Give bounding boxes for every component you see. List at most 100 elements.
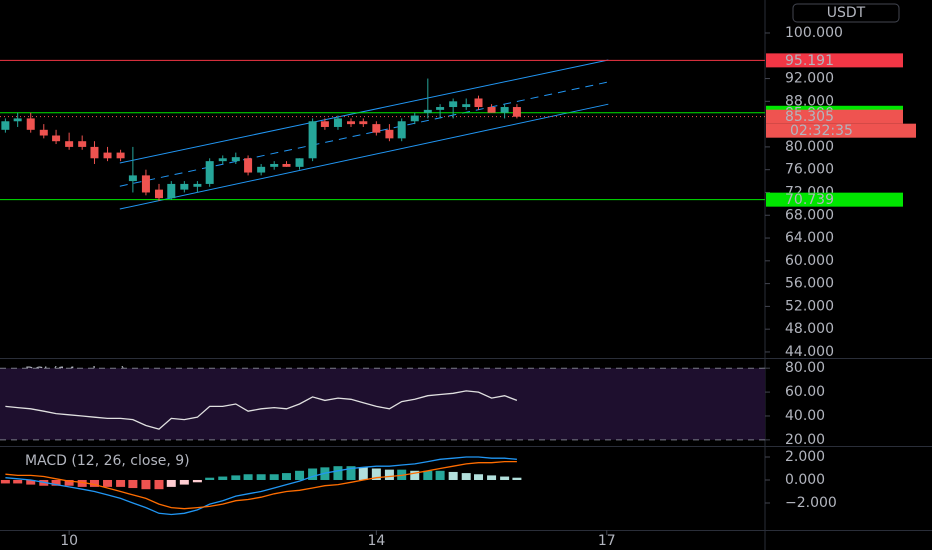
price-tag-label: 70.739 (785, 192, 834, 208)
candle-body (372, 124, 381, 133)
macd-histogram-bar (333, 466, 343, 480)
macd-histogram-bar (192, 479, 202, 483)
y-tick-label: 100.000 (785, 25, 843, 41)
macd-histogram-bar (423, 470, 433, 480)
candle-body (128, 175, 137, 182)
y-tick-label: 60.000 (785, 253, 834, 269)
macd-histogram-bar (154, 479, 164, 490)
macd-histogram-bar (13, 479, 23, 484)
macd-histogram-bar (371, 468, 381, 480)
candle-body (397, 121, 406, 139)
series-line (5, 460, 517, 510)
candle-body (39, 129, 48, 136)
candle-body (1, 121, 10, 130)
candle-body (205, 161, 214, 184)
candle-body (193, 183, 202, 187)
candle-body (347, 121, 356, 125)
macd-histogram-bar (89, 479, 99, 487)
currency-label: USDT (827, 5, 866, 21)
y-tick-label: 80.00 (785, 360, 825, 376)
price-tag-label: 95.191 (785, 53, 834, 69)
macd-title: MACD (12, 26, close, 9) (25, 453, 190, 469)
macd-histogram-bar (179, 479, 189, 485)
candle-body (385, 129, 394, 139)
macd-histogram-bar (51, 479, 61, 486)
candle-body (295, 158, 304, 167)
candle-body (462, 104, 471, 108)
y-tick-label: 2.000 (785, 449, 825, 465)
macd-histogram-bar (308, 468, 318, 480)
macd-histogram-bar (231, 475, 241, 480)
y-tick-label: 56.000 (785, 276, 834, 292)
y-tick-label: 92.000 (785, 71, 834, 87)
series-line (5, 456, 517, 516)
candle-body (474, 98, 483, 108)
rsi-band (0, 368, 765, 440)
candle-body (257, 166, 266, 173)
candle-body (308, 121, 317, 159)
y-tick-label: −2.000 (785, 495, 837, 511)
candle-body (52, 135, 61, 142)
candle-body (167, 183, 176, 199)
candle-body (154, 189, 163, 199)
macd-histogram-bar (243, 474, 253, 480)
x-tick-label: 10 (60, 533, 78, 549)
candle-body (13, 118, 22, 122)
y-tick-label: 20.00 (785, 432, 825, 448)
candle-body (423, 109, 432, 113)
candle-body (78, 141, 87, 147)
candle-body (116, 152, 125, 159)
price-tag (766, 109, 903, 124)
price-tag (766, 53, 903, 68)
x-tick-label: 17 (598, 533, 616, 549)
macd-histogram-bar (116, 479, 126, 487)
y-tick-label: 52.000 (785, 298, 834, 314)
candle-body (244, 158, 253, 173)
y-tick-label: 68.000 (785, 207, 834, 223)
macd-histogram-bar (26, 479, 36, 485)
candle-body (500, 107, 509, 113)
y-tick-label: 60.00 (785, 384, 825, 400)
macd-histogram-bar (435, 470, 445, 480)
y-tick-label: 76.000 (785, 162, 834, 178)
macd-histogram-bar (0, 479, 10, 484)
y-tick-label: 64.000 (785, 230, 834, 246)
channel-lower (119, 103, 609, 210)
candle-body (90, 146, 99, 159)
y-tick-label: 88.000 (785, 93, 834, 109)
macd-histogram-bar (103, 479, 113, 487)
macd-histogram-bar (358, 467, 368, 480)
macd-histogram-bar (487, 475, 497, 480)
macd-histogram-bar (269, 474, 279, 480)
currency-box[interactable] (792, 3, 900, 23)
macd-histogram-bar (128, 479, 138, 489)
macd-histogram-bar (281, 473, 291, 480)
macd-histogram-bar (474, 474, 484, 480)
countdown-label: 02:32:35 (790, 123, 853, 139)
candle-body (270, 163, 279, 167)
macd-histogram-bar (410, 470, 420, 480)
macd-histogram-bar (141, 479, 151, 490)
candle-body (333, 118, 342, 127)
macd-histogram-bar (384, 469, 394, 480)
candle-body (282, 163, 291, 167)
y-tick-label: 40.00 (785, 408, 825, 424)
macd-histogram-bar (205, 477, 215, 480)
macd-histogram-bar (500, 476, 510, 480)
y-tick-label: 44.000 (785, 344, 834, 360)
macd-histogram-bar (218, 476, 228, 480)
macd-histogram-bar (77, 479, 87, 487)
candle-body (410, 115, 419, 122)
candle-body (65, 141, 74, 147)
candle-body (141, 175, 150, 193)
candle-body (436, 107, 445, 110)
series-line (5, 390, 518, 430)
candle-body (180, 183, 189, 190)
macd-histogram-bar (256, 474, 266, 480)
y-tick-label: 80.000 (785, 139, 834, 155)
candle-body (487, 107, 496, 113)
macd-histogram-bar (64, 479, 74, 486)
y-tick-label: 48.000 (785, 321, 834, 337)
macd-histogram-bar (512, 477, 522, 480)
